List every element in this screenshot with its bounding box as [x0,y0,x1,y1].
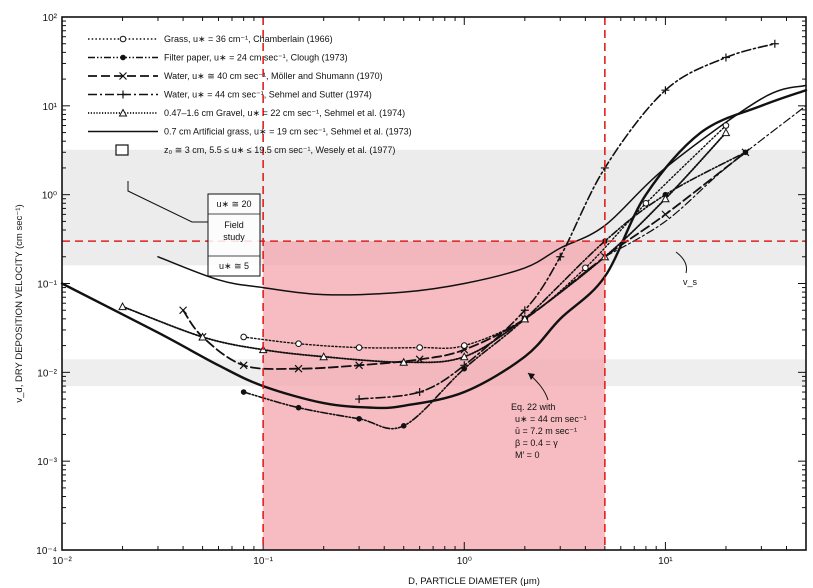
legend-label: z₀ ≅ 3 cm, 5.5 ≤ u∗ ≤ 19.5 cm sec⁻¹, Wes… [164,145,395,155]
series-4-point [661,86,670,95]
series-line-7 [60,89,808,410]
series-5-point [399,357,409,366]
series-5-point [520,314,530,323]
tick-labels: 10⁻² 10⁻¹ 10⁰ 10¹ 10⁻⁴ 10⁻³ 10⁻² 10⁻¹ 10⁰ 10¹ 10² [36,13,673,567]
legend-label: 0.7 cm Artificial grass, u∗ = 19 cm sec⁻… [164,127,412,137]
y-axis-title: v_d, DRY DEPOSITION VELOCITY (cm sec⁻¹) [14,204,25,402]
legend-label: Water, u∗ = 44 cm sec⁻¹, Sehmel and Sutt… [164,90,372,100]
field-study-text: study [223,232,245,242]
series-line-1 [242,124,727,349]
x-tick-label: 10⁻² [52,556,72,567]
wesely-connector [127,181,208,223]
legend-marker [119,35,127,43]
x-tick-label: 10¹ [658,556,673,567]
legend-label: Filter paper, u∗ = 24 cm sec⁻¹, Clough (… [164,53,348,63]
eq22-arrowhead [528,373,535,380]
x-axis-title: D, PARTICLE DIAMETER (μm) [408,576,540,587]
series-3-point [355,361,364,370]
legend-label: Grass, u∗ = 36 cm⁻¹, Chamberlain (1966) [164,34,333,44]
series-line-3 [182,151,747,370]
field-study-text: u∗ ≅ 20 [216,199,251,209]
series-5-point [118,302,127,311]
field-study-box [207,193,261,277]
series-3-point [415,355,424,364]
series-3-point [661,210,670,219]
x-tick-label: 10⁰ [457,556,472,567]
series-4-point [415,388,424,397]
eq22-text: u∗ = 44 cm sec⁻¹ [515,414,587,424]
y-tick-label: 10⁻² [37,368,57,379]
field-study-text: Field [224,220,244,230]
series-2-point [240,389,247,395]
field-study-text: u∗ ≅ 5 [219,261,249,271]
legend-label: 0.47–1.6 cm Gravel, u∗ = 22 cm sec⁻¹, Se… [164,108,405,118]
series-3-point [239,361,248,370]
series-4-point [721,53,730,62]
series-2-point [356,415,362,422]
series-1-point [295,340,302,348]
series-2-point [400,423,407,429]
series-4-point [460,361,469,370]
y-tick-label: 10¹ [43,102,58,113]
series-1-point [355,344,363,351]
series-3-point [179,306,188,315]
y-tick-label: 10² [43,13,58,24]
series-5-point [721,128,731,137]
series-4-point [355,395,364,404]
series-line-5 [121,131,727,364]
series-3-point [460,345,469,354]
legend-marker [118,108,128,117]
series-1-point [642,199,650,207]
series-line-6 [157,84,807,296]
series-1-point [582,264,589,272]
series-1-point [460,342,468,349]
y-tick-label: 10⁻⁴ [36,546,57,557]
series-5-point [198,332,207,341]
y-tick-label: 10⁻¹ [37,280,57,291]
y-tick-label: 10⁰ [42,191,57,202]
legend-marker [115,144,129,156]
legend-label: Water, u∗ ≅ 40 cm sec⁻¹, Möller and Shum… [164,71,383,81]
series-line-2 [242,151,747,430]
series-layer [60,42,808,430]
series-1-point [722,122,730,129]
eq22-text: M′ = 0 [515,450,539,460]
series-1-point [416,344,423,351]
eq22-text: Eq. 22 with [511,402,556,412]
highlight-lines [62,17,806,550]
series-3-point [741,148,750,157]
eq22-text: ū = 7.2 m sec⁻¹ [515,426,577,436]
series-2-point [295,404,302,411]
annotations: u∗ ≅ 20 Field study u∗ ≅ 5 Eq. 22 with u∗ = 4… [127,181,698,460]
highlight-region [263,241,605,550]
series-4-point [520,306,529,315]
legend-marker [120,54,126,61]
series-5-point [459,352,469,361]
plot-frame [61,16,807,551]
vs-label: v_s [683,277,698,287]
vs-arrow [675,251,687,274]
x-tick-label: 10⁻¹ [253,556,273,567]
series-4-point [770,39,779,48]
series-1-point [240,333,247,341]
y-tick-label: 10⁻³ [37,457,57,468]
series-5-point [661,194,670,203]
legend: Grass, u∗ = 36 cm⁻¹, Chamberlain (1966) F… [88,34,412,156]
legend-marker [119,72,127,80]
eq22-text: β = 0.4 = γ [515,438,558,448]
series-4-point [556,252,565,261]
series-5-point [319,352,329,361]
series-3-point [294,364,303,373]
legend-marker [119,90,127,99]
series-line-8 [604,105,807,258]
